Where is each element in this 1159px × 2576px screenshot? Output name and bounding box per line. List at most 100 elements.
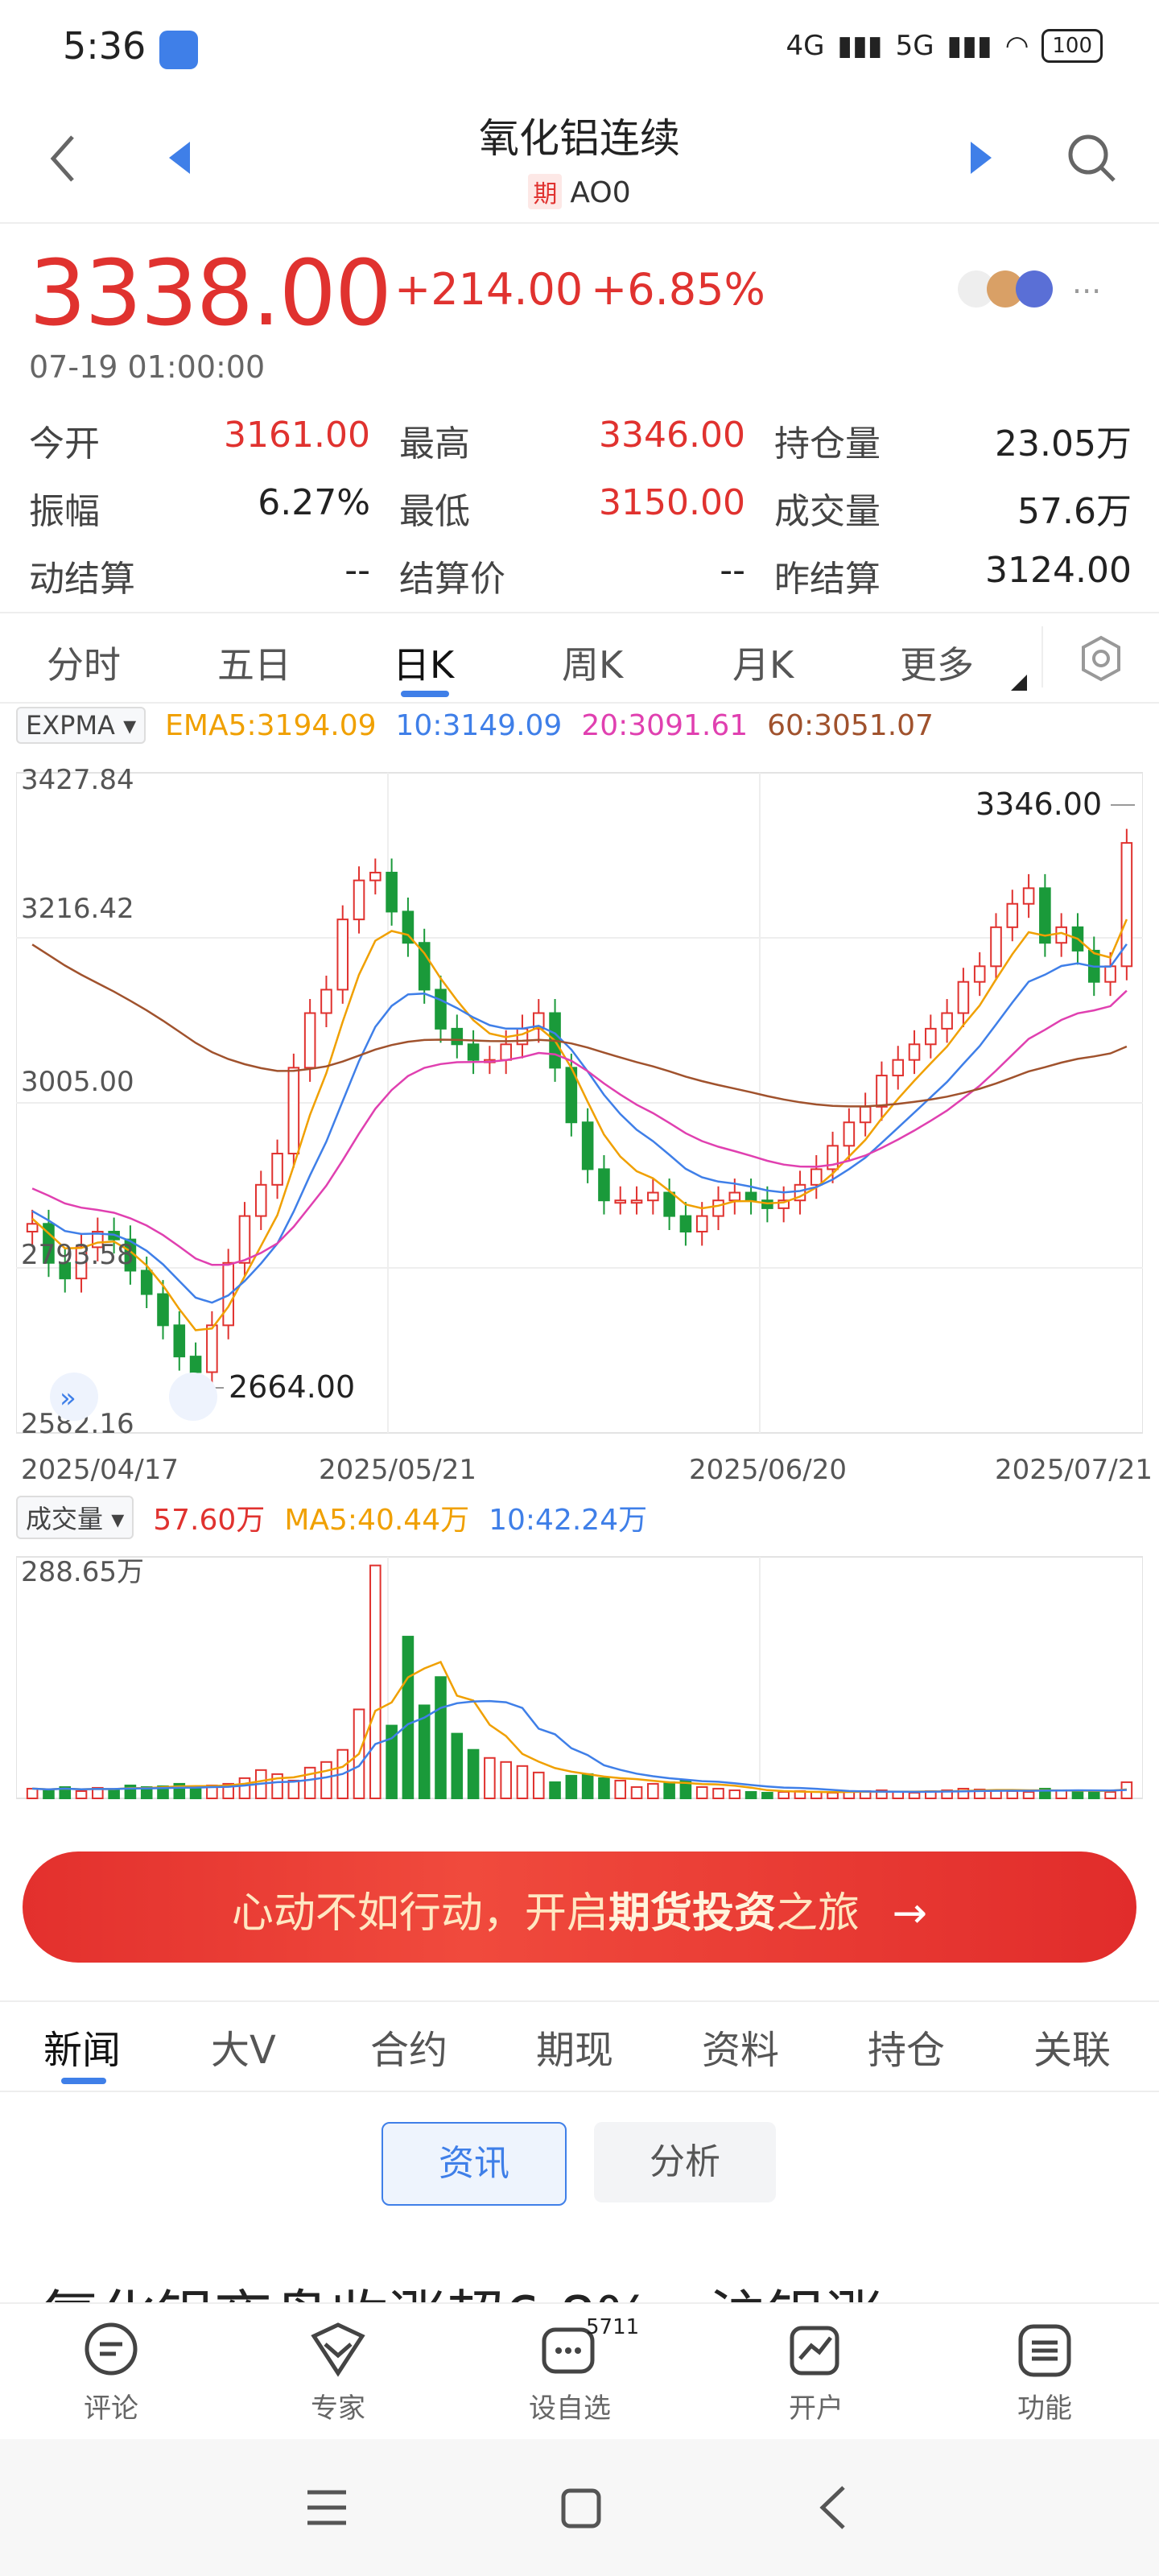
tab-intraday[interactable]: 分时 — [47, 643, 121, 687]
news-tabs: 新闻 大V 合约 期现 资料 持仓 关联 — [0, 2000, 1159, 2092]
next-contract-icon[interactable] — [966, 138, 995, 177]
volume-bar — [43, 1789, 55, 1799]
search-icon[interactable] — [1066, 132, 1119, 185]
candle — [859, 1105, 872, 1124]
expert-button[interactable]: 专家 — [266, 2320, 410, 2425]
comment-icon — [85, 2322, 138, 2376]
tab-monthly-k[interactable]: 月K — [732, 643, 794, 687]
volume-bar — [565, 1774, 578, 1800]
tab-five-day[interactable]: 五日 — [217, 643, 291, 687]
subtab-news[interactable]: 资讯 — [382, 2122, 567, 2206]
candle — [925, 1027, 937, 1046]
candle — [1120, 842, 1133, 968]
candle — [728, 1191, 741, 1202]
back-icon[interactable] — [47, 132, 79, 185]
volume-bar — [1087, 1790, 1100, 1800]
info-label: 结算价 — [399, 559, 505, 600]
candle — [140, 1269, 153, 1295]
volume-bar — [75, 1790, 88, 1800]
volume-bar — [1071, 1790, 1084, 1800]
info-value: -- — [344, 550, 370, 591]
candle — [303, 1012, 316, 1069]
promo-banner[interactable]: 心动不如行动，开启期货投资之旅 → — [23, 1852, 1136, 1963]
top-nav: 氧化铝连续 期 AO0 — [0, 97, 1159, 224]
x-tick: 2025/04/17 — [21, 1454, 179, 1486]
tab-spot-futures[interactable]: 期现 — [536, 2028, 614, 2073]
ema-line-20 — [31, 989, 1128, 1266]
tab-contract[interactable]: 合约 — [370, 2028, 448, 2073]
candle — [173, 1324, 186, 1358]
volume-value: 57.60万 — [153, 1504, 266, 1537]
ema-legend: EXPMA ▾ EMA5:3194.09 10:3149.09 20:3091.… — [16, 707, 934, 744]
more-icon[interactable]: ··· — [1072, 274, 1102, 309]
comment-button[interactable]: 评论 — [39, 2320, 184, 2425]
candle — [908, 1043, 921, 1061]
volume-indicator-select[interactable]: 成交量 ▾ — [16, 1496, 134, 1539]
user-avatars[interactable] — [958, 266, 1070, 314]
menu-icon[interactable] — [304, 2486, 349, 2529]
candle — [418, 942, 431, 991]
open-account-icon — [790, 2326, 839, 2376]
volume-bar — [451, 1732, 464, 1799]
volume-legend: 成交量 ▾ 57.60万 MA5:40.44万 10:42.24万 — [16, 1496, 647, 1539]
subtab-analysis[interactable]: 分析 — [594, 2122, 776, 2202]
volume-ma10: 10:42.24万 — [489, 1504, 648, 1537]
tab-news[interactable]: 新闻 — [43, 2028, 122, 2073]
volume-bar — [549, 1781, 561, 1800]
tab-big-v[interactable]: 大V — [211, 2028, 276, 2073]
info-value: 3124.00 — [985, 550, 1132, 591]
volume-bar — [287, 1779, 300, 1799]
candle — [744, 1191, 757, 1202]
back-nav-icon[interactable] — [816, 2483, 848, 2533]
info-label: 最高 — [399, 423, 470, 464]
kline-chart[interactable]: 3427.84 3216.42 3005.00 2793.58 2582.16 … — [16, 757, 1143, 1449]
price-change-pct: +6.85% — [591, 264, 765, 315]
add-watchlist-button[interactable]: 5711 设自选 — [497, 2315, 642, 2425]
avatar — [1016, 270, 1053, 308]
tab-more[interactable]: 更多 — [900, 643, 974, 687]
volume-bar — [695, 1785, 708, 1799]
open-account-button[interactable]: 开户 — [744, 2320, 889, 2425]
candle — [467, 1043, 480, 1061]
tab-related[interactable]: 关联 — [1033, 2028, 1112, 2073]
candle — [59, 1261, 72, 1280]
volume-chart[interactable]: 288.65万 — [16, 1541, 1143, 1806]
home-icon[interactable] — [559, 2486, 604, 2531]
candle — [287, 1067, 300, 1155]
function-button[interactable]: 功能 — [972, 2320, 1117, 2425]
fullscreen-icon[interactable] — [169, 1373, 217, 1421]
candle — [990, 926, 1002, 968]
settings-icon[interactable] — [1079, 634, 1124, 683]
candle — [973, 965, 986, 983]
volume-bar — [92, 1786, 104, 1800]
status-bar: 5:36 4G ▮▮▮ 5G ▮▮▮ ◠ 100 — [0, 0, 1159, 97]
volume-bar — [238, 1777, 251, 1800]
contract-code: 期 AO0 — [0, 174, 1159, 209]
info-label: 振幅 — [29, 491, 100, 532]
y-tick: 3216.42 — [21, 893, 134, 925]
tab-daily-k[interactable]: 日K — [393, 643, 455, 687]
indicator-select[interactable]: EXPMA ▾ — [16, 707, 146, 744]
tab-profile[interactable]: 资料 — [702, 2028, 780, 2073]
status-indicators: 4G ▮▮▮ 5G ▮▮▮ ◠ 100 — [786, 29, 1103, 63]
volume-bar — [189, 1786, 202, 1800]
signal-icon-2: ▮▮▮ — [947, 30, 992, 62]
candle — [663, 1191, 675, 1217]
volume-ma-line-5 — [32, 1661, 1128, 1794]
volume-bar — [59, 1785, 72, 1799]
info-label: 今开 — [29, 423, 100, 464]
candle — [336, 919, 349, 991]
y-tick: 2793.58 — [21, 1239, 134, 1271]
candle — [647, 1191, 659, 1202]
watchlist-badge: 5711 — [586, 2315, 640, 2339]
volume-bar — [728, 1789, 741, 1799]
tab-positions[interactable]: 持仓 — [868, 2028, 946, 2073]
prev-contract-icon[interactable] — [166, 138, 195, 177]
candle — [630, 1199, 643, 1204]
volume-bar — [581, 1773, 594, 1799]
tab-weekly-k[interactable]: 周K — [562, 643, 624, 687]
expand-left-icon[interactable] — [50, 1373, 98, 1421]
volume-bar — [761, 1791, 773, 1799]
volume-bar — [827, 1791, 839, 1799]
candle — [435, 989, 447, 1030]
